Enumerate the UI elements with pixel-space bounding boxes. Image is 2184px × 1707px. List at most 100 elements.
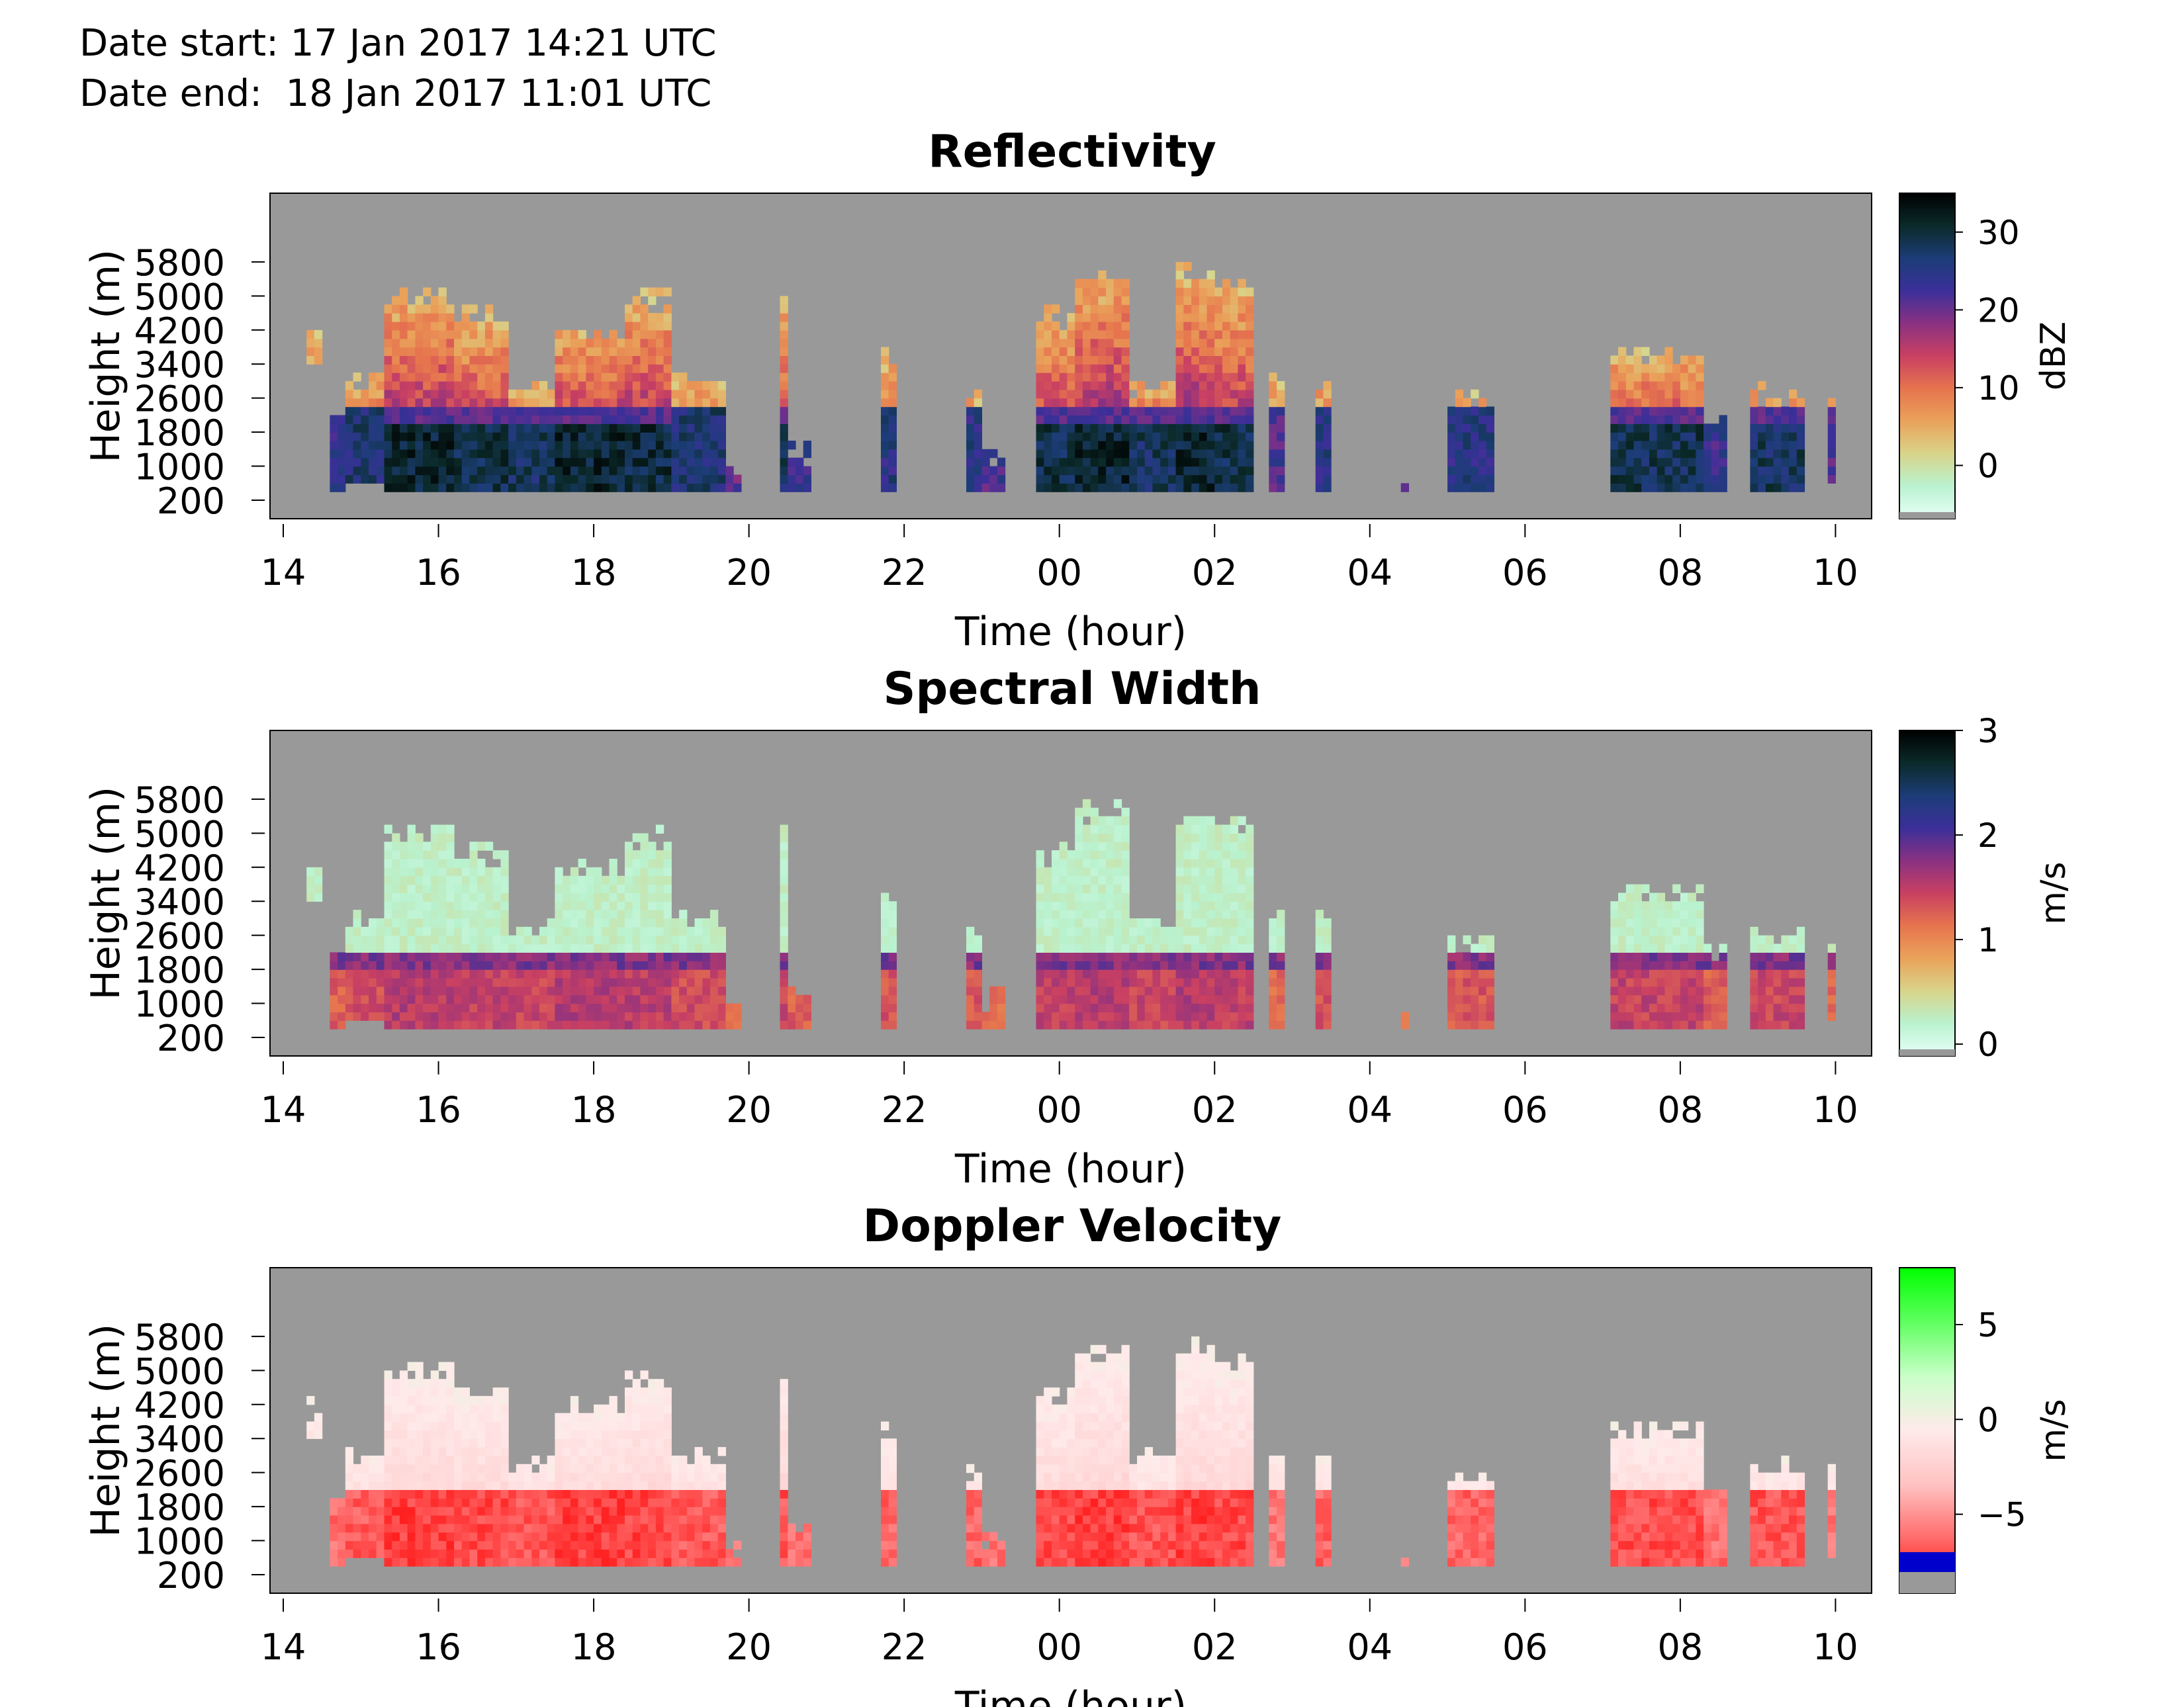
- heatmap-cell: [563, 338, 571, 348]
- heatmap-cell: [609, 466, 617, 476]
- heatmap-cell: [399, 1472, 408, 1482]
- heatmap-cell: [1688, 423, 1696, 433]
- heatmap-cell: [1199, 952, 1208, 961]
- heatmap-cell: [1059, 474, 1068, 484]
- heatmap-cell: [1773, 466, 1782, 476]
- heatmap-cell: [376, 986, 385, 996]
- heatmap-cell: [492, 321, 501, 331]
- heatmap-cell: [1113, 287, 1122, 296]
- heatmap-cell: [655, 978, 664, 987]
- heatmap-cell: [1113, 432, 1122, 441]
- heatmap-cell: [1075, 355, 1083, 365]
- heatmap-cell: [314, 1421, 323, 1430]
- heatmap-cell: [484, 304, 494, 314]
- heatmap-cell: [1082, 372, 1091, 382]
- heatmap-cell: [601, 978, 610, 987]
- heatmap-cell: [1447, 994, 1456, 1004]
- heatmap-cell: [1206, 918, 1215, 928]
- heatmap-cell: [469, 969, 478, 979]
- heatmap-cell: [345, 474, 354, 484]
- heatmap-cell: [578, 1430, 586, 1439]
- heatmap-cell: [454, 978, 463, 987]
- heatmap-cell: [484, 321, 494, 331]
- heatmap-cell: [345, 994, 354, 1004]
- heatmap-cell: [1098, 441, 1107, 450]
- heatmap-cell: [1175, 406, 1184, 416]
- heatmap-cell: [1191, 850, 1200, 859]
- x-tick-label: 00: [1036, 552, 1082, 593]
- heatmap-cell: [1765, 952, 1774, 961]
- heatmap-cell: [648, 441, 657, 450]
- heatmap-cell: [663, 355, 672, 365]
- heatmap-cell: [1167, 986, 1177, 996]
- heatmap-cell: [555, 441, 563, 450]
- heatmap-cell: [1696, 994, 1704, 1004]
- heatmap-cell: [1222, 313, 1231, 322]
- heatmap-cell: [1827, 406, 1836, 416]
- heatmap-cell: [492, 1387, 501, 1397]
- heatmap-cell: [1750, 406, 1758, 416]
- heatmap-cell: [492, 935, 501, 945]
- heatmap-cell: [1082, 304, 1091, 314]
- heatmap-cell: [686, 1020, 696, 1029]
- heatmap-cell: [1206, 978, 1215, 987]
- heatmap-cell: [531, 952, 540, 961]
- heatmap-cell: [1206, 406, 1215, 416]
- heatmap-cell: [1152, 483, 1161, 492]
- heatmap-cell: [586, 1012, 594, 1021]
- heatmap-cell: [1719, 432, 1727, 441]
- heatmap-cell: [314, 338, 323, 348]
- heatmap-cell: [796, 457, 804, 467]
- heatmap-cell: [392, 406, 400, 416]
- heatmap-cell: [1199, 483, 1208, 492]
- heatmap-cell: [369, 969, 377, 979]
- heatmap-cell: [578, 1540, 586, 1550]
- heatmap-cell: [392, 935, 400, 945]
- colorbar-label: dBZ: [2034, 322, 2073, 390]
- heatmap-cell: [1206, 347, 1215, 356]
- heatmap-cell: [1160, 943, 1169, 953]
- heatmap-cell: [399, 952, 408, 961]
- heatmap-cell: [477, 1447, 486, 1456]
- heatmap-cell: [1230, 287, 1238, 296]
- heatmap-cell: [1121, 842, 1130, 851]
- heatmap-cell: [989, 994, 998, 1004]
- heatmap-cell: [594, 1464, 602, 1473]
- heatmap-cell: [1090, 884, 1099, 893]
- heatmap-cell: [1238, 474, 1246, 484]
- heatmap-cell: [1106, 858, 1115, 868]
- heatmap-cell: [1183, 978, 1192, 987]
- heatmap-cell: [1610, 969, 1619, 979]
- heatmap-cell: [686, 978, 696, 987]
- heatmap-cell: [1664, 901, 1673, 910]
- heatmap-cell: [1206, 842, 1215, 851]
- heatmap-cell: [1664, 1020, 1673, 1029]
- heatmap-cell: [570, 1020, 579, 1029]
- heatmap-cell: [1106, 1003, 1115, 1013]
- heatmap-cell: [407, 986, 416, 996]
- heatmap-cell: [1455, 466, 1464, 476]
- heatmap-cell: [1082, 423, 1091, 433]
- heatmap-cell: [399, 423, 408, 433]
- heatmap-cell: [601, 1498, 610, 1507]
- heatmap-cell: [1098, 415, 1107, 424]
- heatmap-cell: [617, 1557, 625, 1567]
- heatmap-cell: [1680, 483, 1689, 492]
- heatmap-cell: [1191, 389, 1200, 399]
- heatmap-cell: [1113, 483, 1122, 492]
- heatmap-cell: [578, 432, 586, 441]
- heatmap-cell: [369, 398, 377, 408]
- heatmap-cell: [655, 893, 664, 902]
- heatmap-cell: [353, 474, 361, 484]
- heatmap-cell: [1167, 1012, 1177, 1021]
- heatmap-cell: [1152, 423, 1161, 433]
- heatmap-cell: [500, 1003, 509, 1013]
- heatmap-cell: [717, 969, 726, 979]
- heatmap-cell: [563, 355, 571, 365]
- heatmap-cell: [1106, 816, 1115, 826]
- heatmap-cell: [492, 432, 501, 441]
- heatmap-cell: [632, 901, 641, 910]
- heatmap-cell: [1238, 364, 1246, 373]
- heatmap-cell: [1696, 449, 1704, 459]
